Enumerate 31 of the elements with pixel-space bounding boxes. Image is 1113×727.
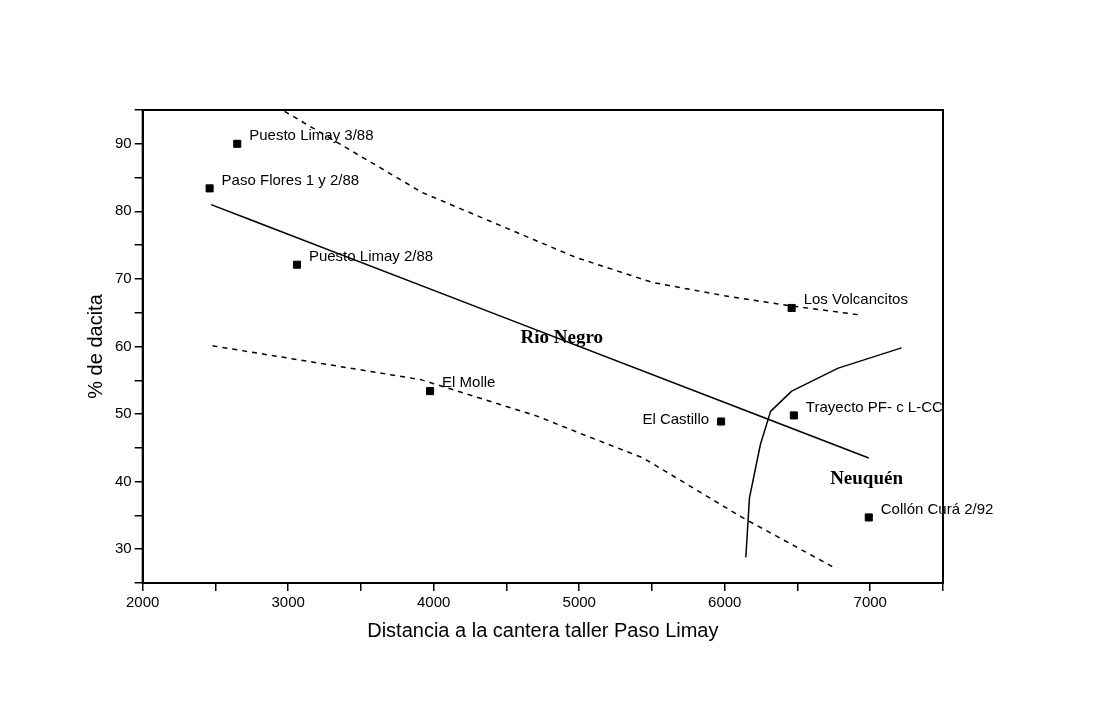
annotation: El Molle [442, 373, 496, 391]
y-tick-label: 40 [115, 471, 132, 489]
x-tick-label: 3000 [271, 593, 305, 611]
y-tick-label: 60 [115, 336, 132, 354]
x-tick-label: 5000 [562, 593, 596, 611]
point [292, 260, 301, 269]
annotation: Neuquén [830, 466, 904, 488]
point [426, 387, 435, 396]
point [787, 303, 796, 313]
y-tick-label: 80 [115, 201, 132, 219]
annotation: Los Volcancitos [803, 290, 908, 308]
point [789, 411, 798, 420]
y-tick-label: 50 [115, 404, 132, 422]
y-tick-label: 70 [115, 269, 132, 287]
x-axis-title: Distancia a la cantera taller Paso Limay [367, 618, 719, 641]
annotation: Río Negro [520, 325, 604, 347]
annotation: El Castillo [642, 409, 710, 427]
x-tick-label: 2000 [126, 593, 160, 611]
x-tick-label: 4000 [417, 593, 451, 611]
point [717, 417, 726, 426]
x-tick-label: 7000 [853, 593, 887, 611]
annotation: Puesto Limay 3/88 [249, 125, 374, 143]
y-tick-label: 90 [115, 133, 132, 151]
y-axis-title: % de dacita [83, 293, 106, 399]
annotation: Paso Flores 1 y 2/88 [221, 170, 360, 188]
point [205, 184, 214, 193]
x-tick-label: 6000 [708, 593, 742, 611]
y-tick-label: 30 [115, 539, 132, 557]
point [864, 513, 873, 522]
annotation: Trayecto PF- c L-CC [805, 397, 943, 415]
point [233, 139, 242, 148]
